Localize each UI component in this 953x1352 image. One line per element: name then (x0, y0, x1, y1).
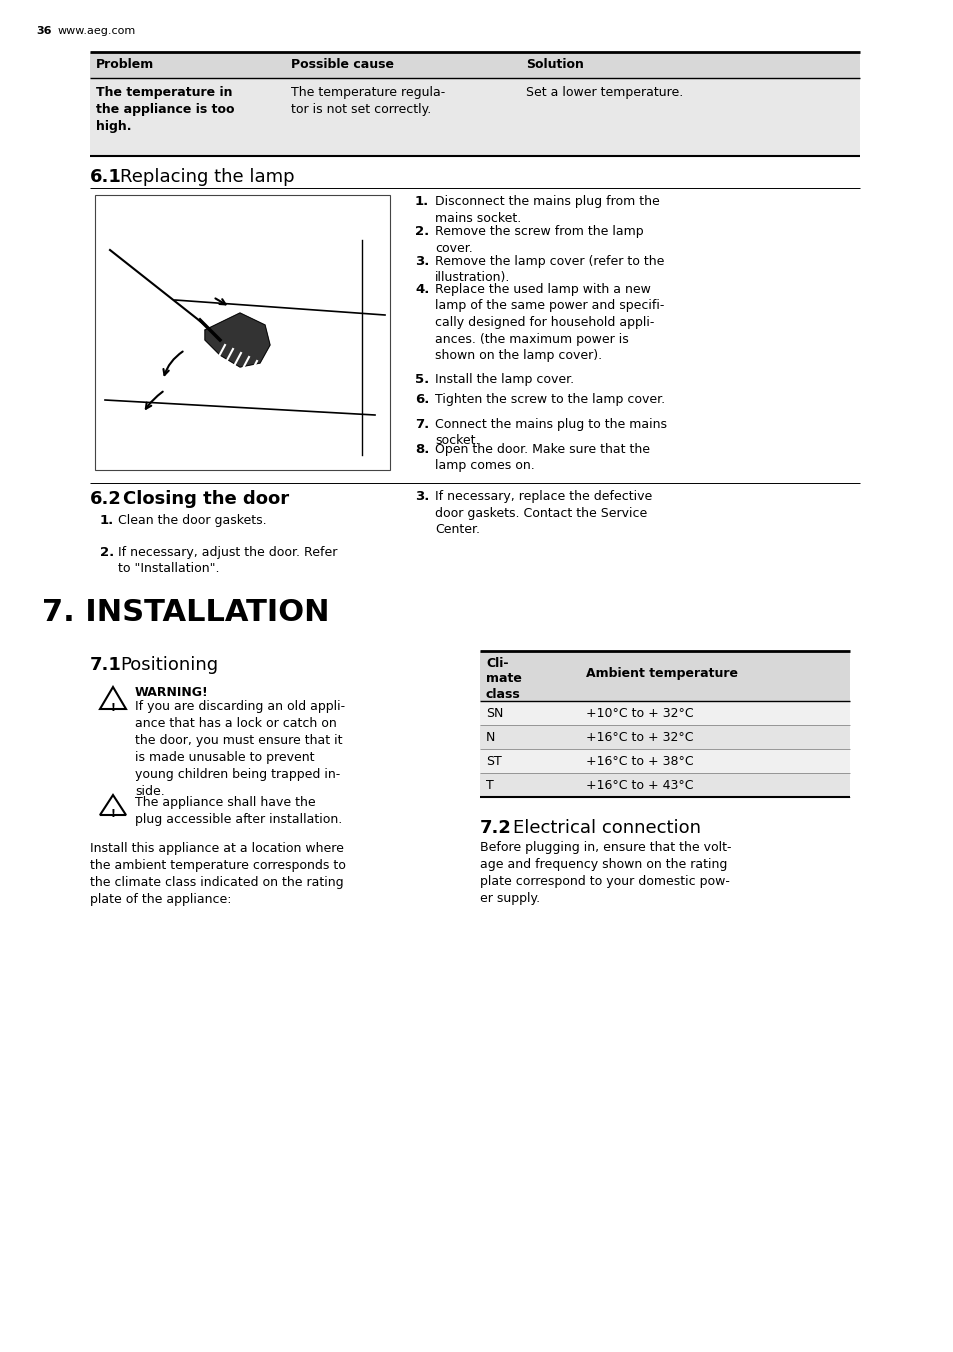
Text: 8.: 8. (415, 443, 429, 456)
Text: 4.: 4. (415, 283, 429, 296)
Text: +16°C to + 38°C: +16°C to + 38°C (585, 754, 693, 768)
Text: 36: 36 (36, 26, 51, 37)
Text: Set a lower temperature.: Set a lower temperature. (525, 87, 682, 99)
Text: Electrical connection: Electrical connection (513, 819, 700, 837)
Text: N: N (485, 731, 495, 744)
Bar (479, 652, 849, 700)
Text: !: ! (111, 808, 115, 819)
Bar (479, 700, 849, 725)
Text: The appliance shall have the
plug accessible after installation.: The appliance shall have the plug access… (135, 796, 342, 826)
Text: 1.: 1. (415, 195, 429, 208)
Text: !: ! (111, 703, 115, 713)
Text: +10°C to + 32°C: +10°C to + 32°C (585, 707, 693, 721)
Text: 7.1: 7.1 (90, 656, 122, 675)
Text: 7.: 7. (415, 418, 429, 431)
Text: 7. INSTALLATION: 7. INSTALLATION (42, 598, 329, 627)
Text: ST: ST (485, 754, 501, 768)
Text: Ambient temperature: Ambient temperature (585, 667, 738, 680)
Text: Install the lamp cover.: Install the lamp cover. (435, 373, 574, 387)
Text: 6.: 6. (415, 393, 429, 406)
Text: The temperature in
the appliance is too
high.: The temperature in the appliance is too … (96, 87, 234, 132)
Text: If you are discarding an old appli-
ance that has a lock or catch on
the door, y: If you are discarding an old appli- ance… (135, 700, 345, 798)
Bar (479, 749, 849, 773)
Bar (95, 195, 390, 470)
Text: Remove the lamp cover (refer to the
illustration).: Remove the lamp cover (refer to the illu… (435, 256, 663, 284)
Text: If necessary, adjust the door. Refer
to "Installation".: If necessary, adjust the door. Refer to … (118, 546, 337, 576)
Text: Closing the door: Closing the door (123, 489, 289, 508)
Text: Tighten the screw to the lamp cover.: Tighten the screw to the lamp cover. (435, 393, 664, 406)
Text: If necessary, replace the defective
door gaskets. Contact the Service
Center.: If necessary, replace the defective door… (435, 489, 652, 535)
Text: The temperature regula-
tor is not set correctly.: The temperature regula- tor is not set c… (291, 87, 445, 116)
Text: Positioning: Positioning (120, 656, 218, 675)
Text: Install this appliance at a location where
the ambient temperature corresponds t: Install this appliance at a location whe… (90, 842, 346, 906)
Text: Connect the mains plug to the mains
socket.: Connect the mains plug to the mains sock… (435, 418, 666, 448)
Text: 3.: 3. (415, 256, 429, 268)
Text: www.aeg.com: www.aeg.com (58, 26, 136, 37)
Text: T: T (485, 779, 494, 792)
Text: Replacing the lamp: Replacing the lamp (120, 168, 294, 187)
Text: Problem: Problem (96, 58, 154, 72)
Bar (90, 51, 859, 78)
Polygon shape (205, 314, 270, 366)
Text: 3.: 3. (415, 489, 429, 503)
Text: Remove the screw from the lamp
cover.: Remove the screw from the lamp cover. (435, 224, 643, 254)
Bar (479, 773, 849, 796)
Text: +16°C to + 43°C: +16°C to + 43°C (585, 779, 693, 792)
Text: Replace the used lamp with a new
lamp of the same power and specifi-
cally desig: Replace the used lamp with a new lamp of… (435, 283, 663, 362)
Text: 5.: 5. (415, 373, 429, 387)
Text: Before plugging in, ensure that the volt-
age and frequency shown on the rating
: Before plugging in, ensure that the volt… (479, 841, 731, 904)
Bar (90, 78, 859, 155)
Text: Open the door. Make sure that the
lamp comes on.: Open the door. Make sure that the lamp c… (435, 443, 649, 472)
Text: 2.: 2. (100, 546, 114, 558)
Text: WARNING!: WARNING! (135, 685, 209, 699)
Text: Cli-
mate
class: Cli- mate class (485, 657, 521, 700)
Text: Disconnect the mains plug from the
mains socket.: Disconnect the mains plug from the mains… (435, 195, 659, 224)
Text: Clean the door gaskets.: Clean the door gaskets. (118, 514, 266, 527)
Text: 6.2: 6.2 (90, 489, 122, 508)
Text: 1.: 1. (100, 514, 114, 527)
Text: 6.1: 6.1 (90, 168, 122, 187)
Text: +16°C to + 32°C: +16°C to + 32°C (585, 731, 693, 744)
Text: 2.: 2. (415, 224, 429, 238)
Bar (479, 725, 849, 749)
Text: Solution: Solution (525, 58, 583, 72)
Text: SN: SN (485, 707, 503, 721)
Text: Possible cause: Possible cause (291, 58, 394, 72)
Text: 7.2: 7.2 (479, 819, 512, 837)
